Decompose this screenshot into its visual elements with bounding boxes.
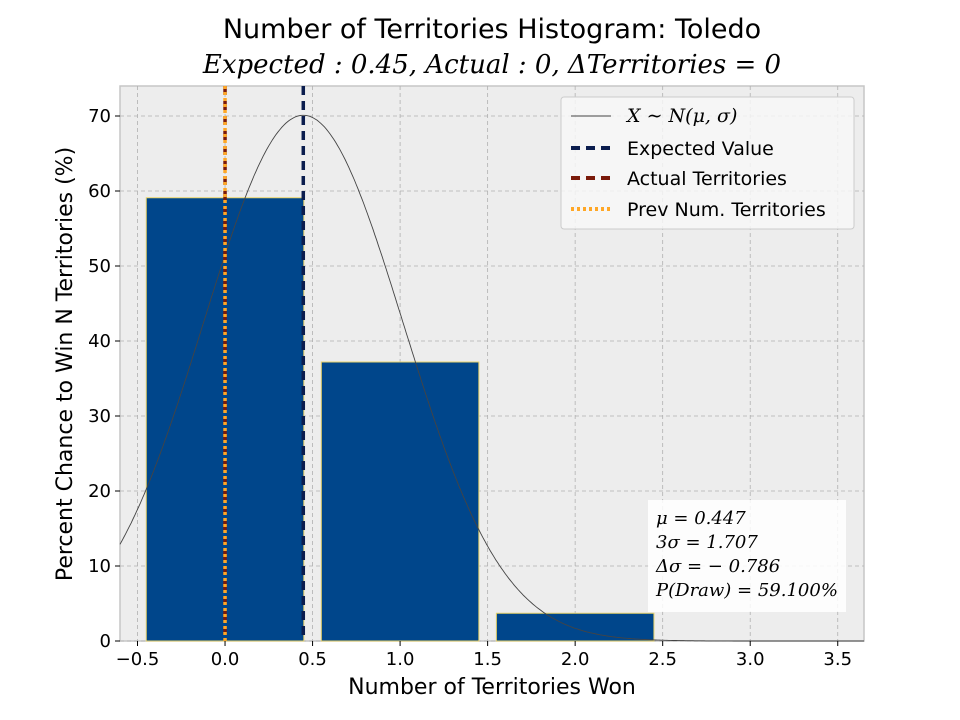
x-tick-label-0: −0.5 [116, 649, 160, 670]
bar-1 [320, 361, 480, 642]
x-tick-label-2: 0.5 [298, 649, 327, 670]
y-tick-label-3: 30 [88, 406, 111, 427]
stats-box: μ = 0.447 3σ = 1.707 Δσ = − 0.786 P(Draw… [648, 500, 846, 612]
legend-previous-label: Prev Num. Territories [627, 199, 826, 221]
x-axis-label: Number of Territories Won [348, 675, 636, 700]
legend-actual-label: Actual Territories [627, 168, 787, 190]
y-tick-label-4: 40 [88, 331, 111, 352]
bar-2 [495, 612, 655, 642]
y-axis-label: Percent Chance to Win N Territories (%) [53, 147, 78, 581]
y-tick-label-5: 50 [88, 256, 111, 277]
x-tick-label-4: 1.5 [473, 649, 502, 670]
x-tick-label-3: 1.0 [386, 649, 415, 670]
y-tick-label-6: 60 [88, 181, 111, 202]
stats-delta-sigma: Δσ = − 0.786 [655, 556, 780, 577]
stats-3sigma: 3σ = 1.707 [656, 532, 758, 553]
y-tick-label-2: 20 [88, 481, 111, 502]
x-tick-label-8: 3.5 [823, 649, 852, 670]
reference-lines [223, 86, 306, 641]
legend: X ∼ N(μ, σ) Expected Value Actual Territ… [560, 96, 855, 230]
legend-box [560, 96, 855, 230]
chart-title: Number of Territories Histogram: Toledo [223, 14, 761, 45]
normal-curve-layer [119, 114, 864, 642]
legend-normal-label: X ∼ N(μ, σ) [625, 105, 737, 127]
x-ticks: −0.5 0.0 0.5 1.0 1.5 2.0 2.5 3.0 3.5 [116, 641, 852, 670]
stats-mu: μ = 0.447 [656, 508, 746, 529]
legend-expected-label: Expected Value [627, 138, 774, 160]
chart-subtitle: Expected : 0.45, Actual : 0, ΔTerritorie… [202, 50, 781, 80]
y-tick-label-1: 10 [88, 556, 111, 577]
y-tick-label-7: 70 [88, 106, 111, 127]
y-ticks: 0 10 20 30 40 50 60 70 [88, 106, 120, 652]
x-tick-label-5: 2.0 [561, 649, 590, 670]
stats-p-draw: P(Draw) = 59.100% [655, 580, 838, 601]
stats-box-bg [648, 500, 846, 612]
x-tick-label-6: 2.5 [648, 649, 677, 670]
y-tick-label-0: 0 [100, 631, 111, 652]
x-tick-label-1: 0.0 [211, 649, 240, 670]
x-tick-label-7: 3.0 [736, 649, 765, 670]
normal-curve [119, 114, 864, 642]
